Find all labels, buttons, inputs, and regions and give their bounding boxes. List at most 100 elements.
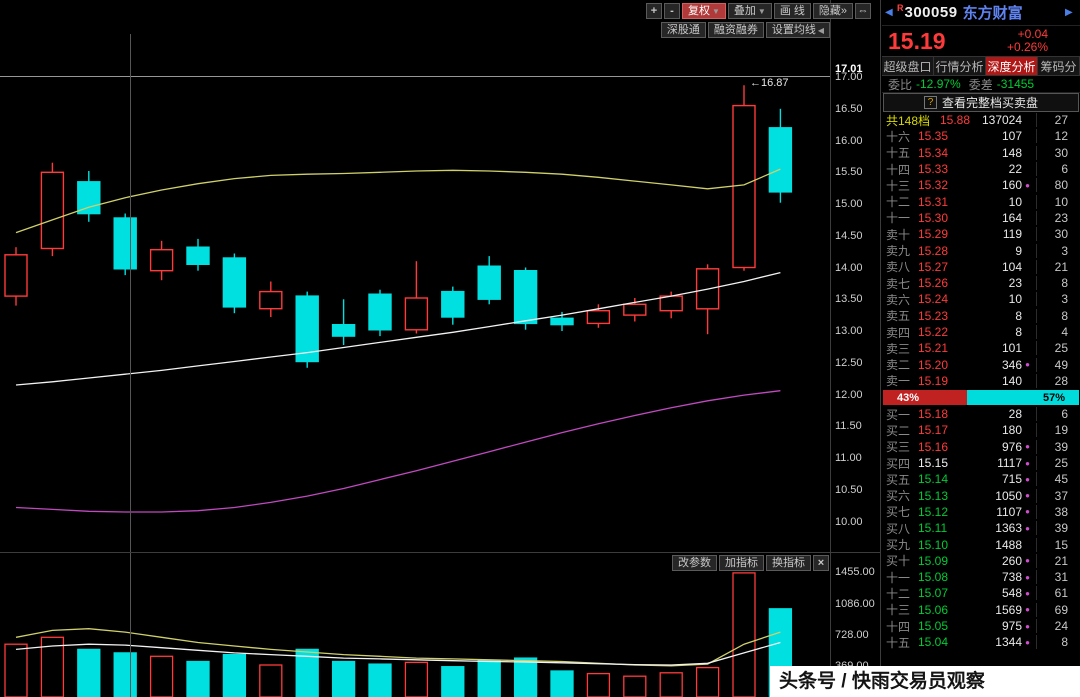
view-full-depth-button[interactable]: ? 查看完整档买卖盘 <box>883 93 1079 112</box>
volume-bar[interactable] <box>77 648 101 697</box>
tab-4[interactable]: 筹码分 <box>1038 57 1080 75</box>
candle[interactable] <box>77 181 101 215</box>
sell-level-row[interactable]: 十四 15.33 22 6 <box>882 161 1080 177</box>
buy-level-row[interactable]: 买七 15.12 1107 ● 38 <box>882 504 1080 520</box>
volume-bar[interactable] <box>550 670 574 697</box>
sell-level-row[interactable]: 卖七 15.26 23 8 <box>882 275 1080 291</box>
candlestick-pane[interactable]: 17.01 17.00 16.50 16.00 15.50 15.00 14.50 14.00… <box>0 0 881 552</box>
candle[interactable] <box>404 297 429 331</box>
volume-bar[interactable] <box>331 660 356 697</box>
tab-2[interactable]: 行情分析 <box>934 57 986 75</box>
switch-indicator-button[interactable]: 换指标 <box>766 555 811 571</box>
candle[interactable] <box>222 257 247 308</box>
candle[interactable] <box>149 248 174 272</box>
volume-bar[interactable] <box>368 663 392 697</box>
help-icon[interactable]: ? <box>923 96 937 109</box>
sell-level-row[interactable]: 卖六 15.24 10 3 <box>882 291 1080 307</box>
buy-level-row[interactable]: 十三 15.06 1569 ● 69 <box>882 602 1080 618</box>
volume-bar[interactable] <box>4 643 28 697</box>
sell-level-row[interactable]: 卖十 15.29 119 30 <box>882 226 1080 242</box>
candle[interactable] <box>113 217 137 270</box>
candle[interactable] <box>295 295 319 363</box>
candle[interactable] <box>186 246 210 265</box>
candle[interactable] <box>513 270 538 325</box>
volume-bar[interactable] <box>113 652 137 697</box>
volume-bar[interactable] <box>513 657 538 697</box>
sell-summary-row[interactable]: 共148档 15.88 137024 27 <box>882 112 1080 128</box>
candle[interactable] <box>623 303 647 316</box>
sell-level-row[interactable]: 卖二 15.20 346 ● 49 <box>882 356 1080 372</box>
hide-button[interactable]: 隐藏» <box>812 3 853 19</box>
candle[interactable] <box>768 127 793 193</box>
candle[interactable] <box>586 310 611 325</box>
volume-bar[interactable] <box>259 664 283 697</box>
candle[interactable] <box>477 265 501 300</box>
ma-settings-button[interactable]: 设置均线 ◀ <box>765 22 830 38</box>
expand-icon[interactable]: ⇔ <box>855 3 871 19</box>
tab-3[interactable]: 深度分析 <box>986 57 1038 75</box>
sell-level-row[interactable]: 卖九 15.28 9 3 <box>882 242 1080 258</box>
candle[interactable] <box>441 290 465 318</box>
prev-stock-icon[interactable]: ◀ <box>885 7 893 18</box>
buy-level-row[interactable]: 买九 15.10 1488 15 <box>882 536 1080 552</box>
candlestick-chart[interactable] <box>0 0 830 552</box>
draw-line-button[interactable]: 画 线 <box>773 3 811 19</box>
buy-level-row[interactable]: 十四 15.05 975 ● 24 <box>882 618 1080 634</box>
buy-level-row[interactable]: 买三 15.16 976 ● 39 <box>882 439 1080 455</box>
sell-level-row[interactable]: 十二 15.31 10 10 <box>882 193 1080 209</box>
sell-level-row[interactable]: 十三 15.32 160 ● 80 <box>882 177 1080 193</box>
volume-bar[interactable] <box>295 648 319 697</box>
candle[interactable] <box>368 293 392 331</box>
buy-level-row[interactable]: 十五 15.04 1344 ● 8 <box>882 634 1080 650</box>
volume-bar[interactable] <box>695 666 720 697</box>
volume-bar[interactable] <box>623 675 647 697</box>
buy-level-row[interactable]: 买一 15.18 28 6 <box>882 406 1080 422</box>
sell-level-row[interactable]: 十六 15.35 107 12 <box>882 128 1080 144</box>
candle[interactable] <box>732 104 756 269</box>
sell-level-row[interactable]: 卖八 15.27 104 21 <box>882 259 1080 275</box>
candle[interactable] <box>659 295 683 312</box>
close-indicator-icon[interactable]: × <box>813 555 829 571</box>
volume-bar[interactable] <box>732 572 756 697</box>
candle[interactable] <box>550 317 574 326</box>
overlay-button[interactable]: 叠加 ▼ <box>727 3 772 19</box>
buy-level-row[interactable]: 买十 15.09 260 ● 21 <box>882 553 1080 569</box>
volume-bar[interactable] <box>40 636 65 697</box>
tab-1[interactable]: 超级盘口 <box>882 57 934 75</box>
volume-bar[interactable] <box>586 672 611 697</box>
shenzhen-connect-button[interactable]: 深股通 <box>660 22 706 38</box>
change-params-button[interactable]: 改参数 <box>672 555 717 571</box>
buy-level-row[interactable]: 买四 15.15 1117 ● 25 <box>882 455 1080 471</box>
volume-bar[interactable] <box>404 661 429 697</box>
buy-level-row[interactable]: 买八 15.11 1363 ● 39 <box>882 520 1080 536</box>
next-stock-icon[interactable]: ▶ <box>1065 7 1073 18</box>
volume-bar[interactable] <box>149 655 174 697</box>
sell-level-row[interactable]: 卖一 15.19 140 28 <box>882 373 1080 389</box>
candle[interactable] <box>40 171 65 250</box>
volume-bar[interactable] <box>222 653 247 697</box>
sell-level-row[interactable]: 卖三 15.21 101 25 <box>882 340 1080 356</box>
buy-level-row[interactable]: 十一 15.08 738 ● 31 <box>882 569 1080 585</box>
buy-level-row[interactable]: 买二 15.17 180 19 <box>882 422 1080 438</box>
price-adjust-button[interactable]: 复权 ▼ <box>681 3 726 19</box>
sell-level-row[interactable]: 十五 15.34 148 30 <box>882 145 1080 161</box>
sell-level-row[interactable]: 十一 15.30 164 23 <box>882 210 1080 226</box>
buy-level-row[interactable]: 买六 15.13 1050 ● 37 <box>882 488 1080 504</box>
zoom-in-button[interactable]: + <box>645 3 662 19</box>
zoom-out-button[interactable]: - <box>663 3 680 19</box>
volume-bar[interactable] <box>186 660 210 697</box>
volume-bar[interactable] <box>659 672 683 697</box>
candle[interactable] <box>4 254 28 297</box>
candle[interactable] <box>259 290 283 310</box>
add-indicator-button[interactable]: 加指标 <box>719 555 764 571</box>
buy-level-row[interactable]: 十二 15.07 548 ● 61 <box>882 585 1080 601</box>
volume-bar[interactable] <box>441 666 465 697</box>
sell-level-row[interactable]: 卖五 15.23 8 8 <box>882 308 1080 324</box>
buy-level-row[interactable]: 买五 15.14 715 ● 45 <box>882 471 1080 487</box>
sell-level-row[interactable]: 卖四 15.22 8 4 <box>882 324 1080 340</box>
volume-chart[interactable] <box>0 553 830 697</box>
margin-trading-button[interactable]: 融资融券 <box>707 22 764 38</box>
candle[interactable] <box>331 324 356 337</box>
volume-bar[interactable] <box>477 660 501 697</box>
